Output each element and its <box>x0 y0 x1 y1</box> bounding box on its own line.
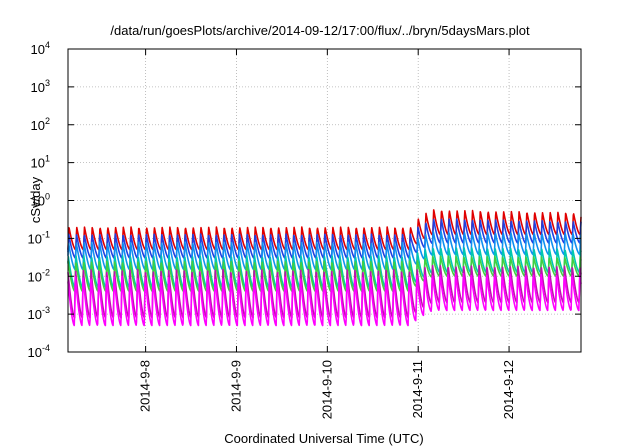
chart-title: /data/run/goesPlots/archive/2014-09-12/1… <box>110 23 530 38</box>
y-tick-label: 10-2 <box>28 267 50 284</box>
y-axis-label: cSv/day <box>28 176 43 223</box>
y-tick-label: 101 <box>31 154 50 171</box>
x-axis-label: Coordinated Universal Time (UTC) <box>224 431 423 446</box>
y-tick-label: 10-1 <box>28 229 50 246</box>
x-tick-label: 2014-9-9 <box>228 360 243 412</box>
y-axis: 10-4 10-3 10-2 10-1 100 101 102 103 104 <box>28 40 581 360</box>
x-tick-label: 2014-9-12 <box>501 360 516 419</box>
series-line <box>67 255 582 293</box>
y-tick-label: 104 <box>31 40 50 57</box>
y-tick-label: 103 <box>31 78 50 95</box>
series-line <box>67 272 582 327</box>
series-line <box>67 230 582 271</box>
x-tick-label: 2014-9-8 <box>138 360 153 412</box>
x-tick-label: 2014-9-11 <box>410 360 425 418</box>
series-line <box>67 264 582 319</box>
x-tick-label: 2014-9-10 <box>319 360 334 419</box>
series-group <box>67 209 582 327</box>
y-tick-label: 10-4 <box>28 343 50 360</box>
y-tick-label: 102 <box>31 116 50 133</box>
x-axis: 2014-9-8 2014-9-9 2014-9-10 2014-9-11 2014-9… <box>138 49 516 419</box>
y-tick-label: 10-3 <box>28 305 50 322</box>
y-tick-label: 100 <box>31 192 50 209</box>
